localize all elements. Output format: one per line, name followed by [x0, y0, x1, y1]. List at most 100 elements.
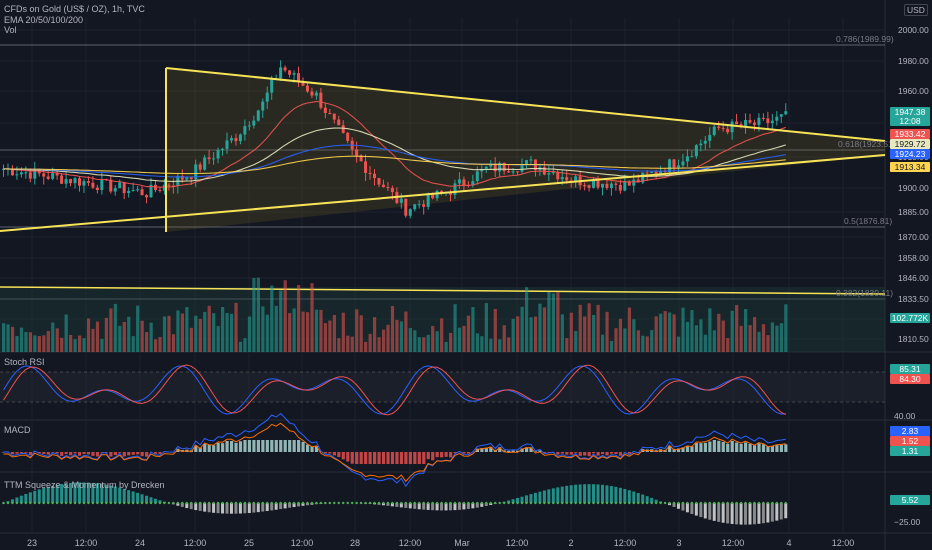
ttm-momentum-bar [600, 484, 604, 503]
ttm-momentum-bar [578, 484, 582, 503]
time-tick-label: 23 [26, 538, 38, 548]
macd-histogram-bar [592, 452, 596, 454]
candle-body [435, 190, 439, 199]
ttm-momentum-bar [703, 503, 707, 519]
volume-legend: Vol [4, 25, 17, 35]
ttm-momentum-bar [712, 503, 716, 521]
volume-bar [42, 335, 46, 352]
ttm-squeeze-dot [726, 501, 729, 505]
ttm-squeeze-dot [583, 501, 586, 505]
ttm-momentum-bar [592, 484, 596, 503]
ttm-squeeze-dot [471, 501, 475, 505]
ttm-squeeze-dot [283, 501, 287, 505]
candle-body [632, 179, 636, 186]
volume-bar [332, 314, 336, 352]
currency-button[interactable]: USD [904, 4, 928, 16]
candle-body [377, 178, 381, 185]
candle-body [373, 173, 377, 179]
macd-histogram-bar [766, 446, 770, 452]
ttm-squeeze-dot [435, 501, 439, 505]
ttm-momentum-bar [158, 500, 162, 503]
ttm-squeeze-dot [24, 501, 28, 505]
ttm-momentum-bar [408, 503, 412, 509]
candle-body [341, 125, 345, 133]
ttm-momentum-bar [261, 503, 265, 512]
candle-body [712, 126, 716, 136]
macd-histogram-bar [511, 450, 515, 452]
macd-histogram-bar [64, 452, 68, 455]
ttm-momentum-bar [618, 487, 622, 503]
macd-histogram-bar [708, 441, 712, 452]
ttm-momentum-bar [641, 494, 645, 503]
candle-body [583, 185, 587, 187]
ttm-momentum-bar [739, 503, 743, 525]
volume-bar [752, 317, 757, 352]
volume-bar [104, 317, 109, 352]
volume-bar [37, 336, 41, 352]
volume-bar [717, 313, 721, 352]
macd-histogram-bar [104, 452, 109, 453]
volume-bar [685, 321, 690, 352]
candle-body [283, 67, 287, 71]
ttm-squeeze-dot [55, 501, 59, 505]
stoch-d-badge: 84.30 [890, 374, 930, 384]
candle-body [332, 113, 336, 120]
candle-body [145, 195, 149, 198]
ttm-squeeze-dot [203, 501, 206, 505]
volume-bar [618, 318, 623, 352]
volume-bar [69, 334, 73, 352]
stoch-d-line [3, 364, 787, 416]
ttm-squeeze-dot [757, 501, 761, 505]
ttm-momentum-bar [189, 503, 193, 510]
ttm-squeeze-dot [51, 501, 54, 505]
macd-histogram-bar [216, 442, 220, 452]
ttm-momentum-bar [457, 503, 461, 510]
ttm-momentum-bar [444, 503, 448, 511]
macd-histogram-bar [381, 452, 386, 464]
macd-histogram-bar [221, 443, 225, 452]
volume-bar [279, 290, 283, 352]
ttm-momentum-bar [574, 484, 578, 503]
ttm-squeeze-dot [538, 501, 542, 505]
volume-bar [216, 326, 220, 352]
candle-body [229, 138, 233, 141]
volume-bar [10, 326, 15, 352]
candle-body [493, 163, 497, 172]
candle-body [596, 180, 600, 188]
ttm-squeeze-dot [212, 501, 215, 505]
candle-body [310, 91, 314, 96]
macd-histogram-bar [176, 448, 180, 452]
volume-bar [735, 305, 739, 352]
candle-body [368, 172, 372, 174]
ttm-momentum-bar [198, 503, 202, 511]
macd-histogram-bar [699, 443, 703, 452]
ttm-squeeze-dot [69, 501, 72, 505]
macd-histogram-bar [341, 452, 345, 460]
ttm-squeeze-dot [735, 501, 738, 505]
ttm-squeeze-dot [668, 501, 671, 505]
ttm-momentum-bar [73, 482, 77, 503]
volume-bar [708, 308, 712, 352]
ttm-momentum-bar [194, 503, 198, 511]
candle-body [489, 163, 493, 167]
volume-bar [757, 331, 761, 352]
volume-bar [292, 308, 296, 352]
volume-bar [676, 336, 681, 352]
macd-histogram-bar [569, 452, 573, 455]
time-tick-label: 3 [676, 538, 682, 548]
ttm-squeeze-dot [33, 501, 36, 505]
ttm-squeeze-dot [476, 501, 479, 505]
ttm-momentum-bar [185, 503, 189, 509]
macd-histogram-bar [752, 445, 757, 452]
candle-body [243, 126, 247, 135]
volume-bar [623, 328, 627, 352]
volume-bar [466, 315, 471, 352]
ttm-momentum-bar [431, 503, 435, 511]
price-tick-label: 1900.00 [898, 183, 929, 193]
macd-histogram-bar [328, 452, 332, 454]
ttm-momentum-bar [605, 485, 609, 503]
candle-body [194, 164, 198, 180]
ttm-squeeze-dot [596, 501, 600, 505]
volume-bar [127, 316, 131, 352]
